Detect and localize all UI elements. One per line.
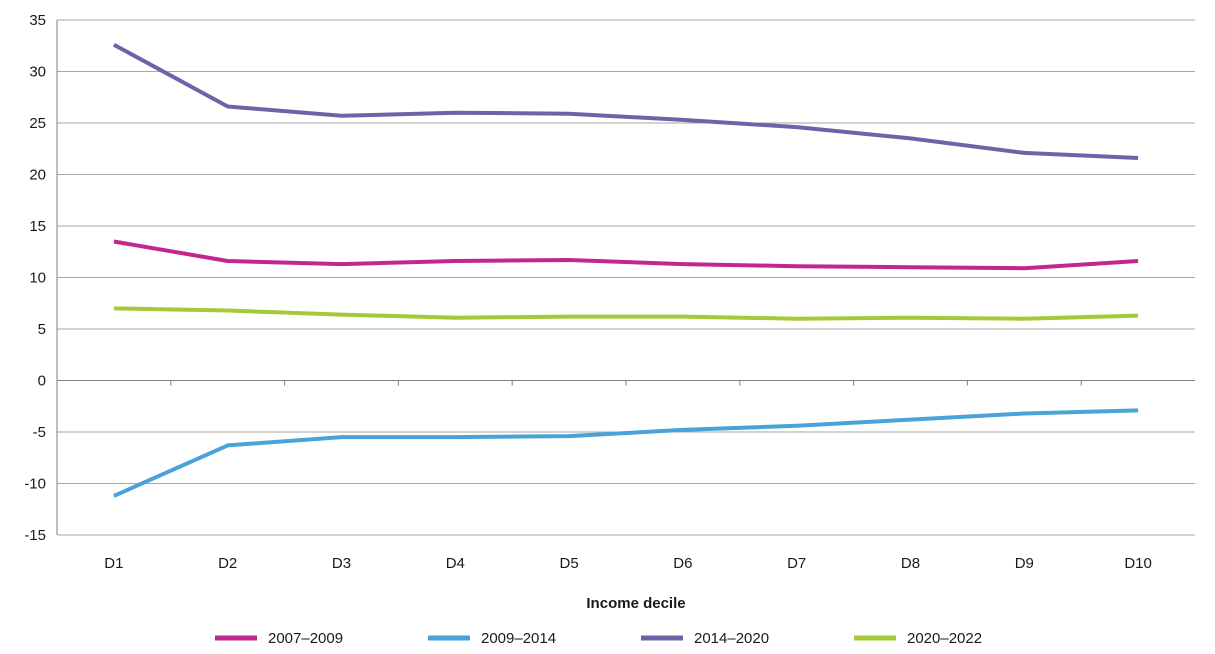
x-tick-label: D1	[104, 555, 123, 572]
series-line-2020-2022	[113, 306, 1139, 321]
legend-label: 2009–2014	[481, 630, 556, 647]
legend-label: 2020–2022	[907, 630, 982, 647]
series-line-2007-2009	[113, 239, 1139, 271]
legend-label: 2007–2009	[268, 630, 343, 647]
series-line-2009-2014	[113, 408, 1139, 498]
y-tick-label: 20	[29, 167, 46, 184]
legend-label: 2014–2020	[694, 630, 769, 647]
y-axis-tick-labels: 35 30 25 20 15 10 5 0 -5 -10 -15	[24, 12, 46, 544]
x-tick-label: D4	[446, 555, 465, 572]
legend: 2007–2009 2009–2014 2014–2020 2020–2022	[215, 630, 982, 647]
y-tick-label: 5	[38, 321, 46, 338]
x-tick-label: D3	[332, 555, 351, 572]
x-tick-label: D7	[787, 555, 806, 572]
x-tick-label: D5	[560, 555, 579, 572]
y-tick-label: 25	[29, 115, 46, 132]
x-tick-label: D2	[218, 555, 237, 572]
y-tick-label: 10	[29, 270, 46, 287]
x-tick-label: D6	[673, 555, 692, 572]
gridlines	[57, 19, 1195, 536]
y-tick-label: 0	[38, 373, 46, 390]
y-tick-label: -5	[33, 424, 46, 441]
y-tick-label: 15	[29, 218, 46, 235]
x-axis-title: Income decile	[586, 595, 685, 612]
x-tick-label: D8	[901, 555, 920, 572]
y-tick-label: -10	[24, 476, 46, 493]
y-tick-label: -15	[24, 527, 46, 544]
series-line-2014-2020	[112, 42, 1139, 160]
series-lines	[112, 42, 1139, 498]
axes	[56, 20, 1195, 535]
x-axis-tick-labels: D1 D2 D3 D4 D5 D6 D7 D8 D9 D10	[104, 555, 1152, 572]
y-tick-label: 30	[29, 64, 46, 81]
x-tick-label: D10	[1124, 555, 1152, 572]
y-tick-label: 35	[29, 12, 46, 29]
x-tick-label: D9	[1015, 555, 1034, 572]
